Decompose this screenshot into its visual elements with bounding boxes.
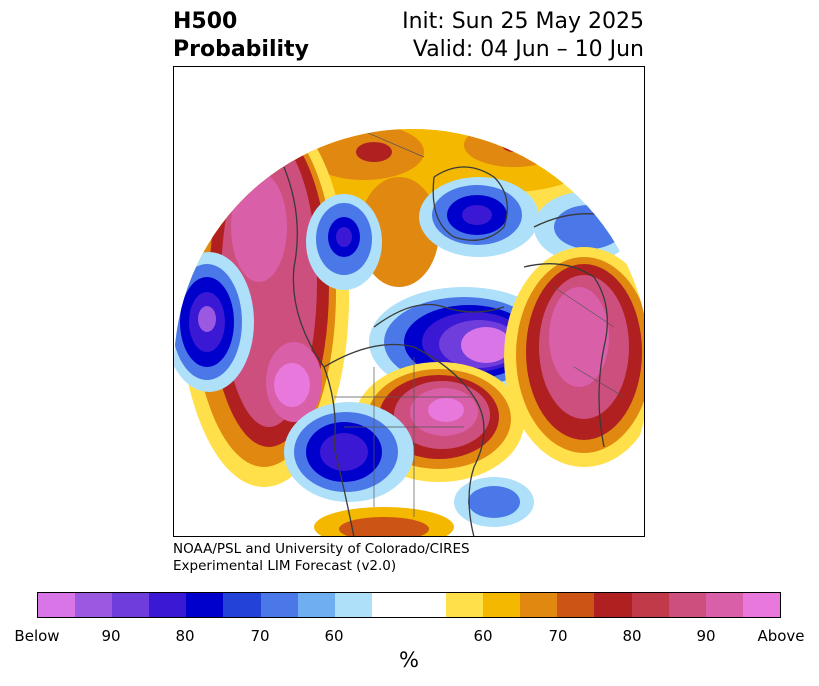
colorbar-tick-label: 80: [175, 627, 195, 645]
colorbar-tick-label: 70: [250, 627, 270, 645]
colorbar-swatch: [705, 593, 743, 617]
credit-text: NOAA/PSL and University of Colorado/CIRE…: [173, 541, 470, 575]
anomaly-region: [549, 287, 609, 387]
valid-date: Valid: 04 Jun – 10 Jun: [412, 37, 644, 62]
title-line-2: Probability: [173, 37, 309, 62]
credit-line-1: NOAA/PSL and University of Colorado/CIRE…: [173, 541, 470, 557]
map-title: H500 Probability: [173, 8, 309, 64]
colorbar-tick-label: Above: [757, 627, 805, 645]
forecast-field: [174, 129, 644, 536]
colorbar-swatch: [557, 593, 595, 617]
anomaly-region: [231, 172, 287, 282]
colorbar-swatch: [668, 593, 706, 617]
anomaly-region: [502, 138, 526, 152]
anomaly-region: [339, 517, 429, 536]
colorbar-tick-label: 80: [622, 627, 642, 645]
forecast-dates: Init: Sun 25 May 2025 Valid: 04 Jun – 10…: [402, 8, 644, 64]
anomaly-region: [428, 398, 464, 422]
probability-map: [173, 66, 645, 537]
anomaly-region: [468, 486, 520, 518]
colorbar-swatch: [297, 593, 335, 617]
anomaly-region: [336, 227, 352, 247]
anomaly-region: [320, 433, 368, 471]
colorbar-swatch: [408, 593, 447, 617]
anomaly-region: [464, 129, 564, 167]
colorbar-swatch: [260, 593, 298, 617]
title-line-1: H500: [173, 9, 238, 34]
colorbar-swatch: [223, 593, 261, 617]
colorbar-swatch: [186, 593, 224, 617]
colorbar-swatch: [631, 593, 669, 617]
anomaly-region: [198, 306, 216, 332]
colorbar-tick-label: 90: [101, 627, 121, 645]
colorbar-tick-label: 70: [548, 627, 568, 645]
anomaly-region: [462, 205, 492, 225]
colorbar-swatch: [38, 593, 76, 617]
colorbar-unit: %: [399, 648, 419, 672]
colorbar-swatch: [594, 593, 632, 617]
colorbar-tick-label: 60: [473, 627, 493, 645]
anomaly-region: [554, 205, 624, 249]
colorbar-swatch: [371, 593, 409, 617]
anomaly-region: [356, 142, 392, 162]
colorbar-swatch: [520, 593, 558, 617]
anomaly-region: [274, 363, 310, 407]
colorbar-swatch: [112, 593, 150, 617]
polar-map-svg: [174, 129, 644, 536]
colorbar-swatch: [483, 593, 521, 617]
credit-line-2: Experimental LIM Forecast (v2.0): [173, 558, 397, 574]
colorbar-tick-label: 60: [324, 627, 344, 645]
colorbar-swatch: [149, 593, 187, 617]
anomaly-region: [461, 327, 511, 363]
colorbar-swatch: [334, 593, 372, 617]
colorbar-swatch: [742, 593, 780, 617]
colorbar: [37, 592, 781, 618]
colorbar-swatch: [75, 593, 113, 617]
colorbar-swatch: [446, 593, 484, 617]
colorbar-tick-label: Below: [14, 627, 60, 645]
colorbar-tick-label: 90: [696, 627, 716, 645]
init-date: Init: Sun 25 May 2025: [402, 9, 644, 34]
